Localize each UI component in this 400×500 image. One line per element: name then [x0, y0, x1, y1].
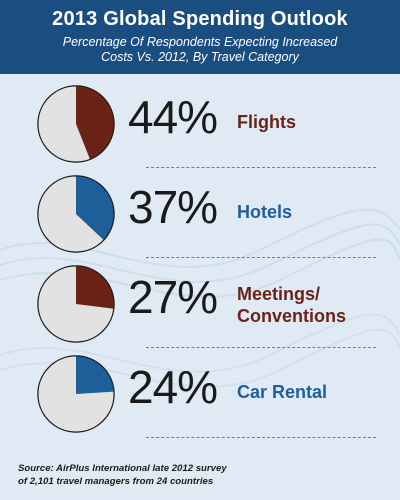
- source-line-1: Source: AirPlus International late 2012 …: [18, 463, 227, 474]
- chart-title: 2013 Global Spending Outlook: [52, 8, 348, 30]
- row-divider: [146, 437, 376, 438]
- row-divider: [146, 167, 376, 168]
- category-line: Conventions: [237, 306, 347, 326]
- percent-label-car-rental: 24%: [128, 361, 218, 413]
- row-divider: [146, 347, 376, 348]
- category-row-car-rental: 24% Car Rental: [0, 350, 400, 440]
- pie-flights: [37, 85, 115, 163]
- category-row-hotels: 37% Hotels: [0, 170, 400, 260]
- category-label-hotels: Hotels: [237, 201, 397, 223]
- pie-outline: [37, 265, 115, 343]
- category-label-meetings: Meetings/ Conventions: [237, 283, 397, 327]
- chart-subtitle: Percentage Of Respondents Expecting Incr…: [20, 35, 380, 65]
- pie-outline: [37, 85, 115, 163]
- pie-slice: [76, 175, 115, 241]
- pie-outline: [37, 355, 115, 433]
- subtitle-line-2: Costs Vs. 2012, By Travel Category: [101, 50, 299, 64]
- category-line: Meetings/: [237, 284, 321, 304]
- source-note: Source: AirPlus International late 2012 …: [18, 462, 388, 488]
- percent-label-meetings: 27%: [128, 271, 218, 323]
- pie-hotels: [37, 175, 115, 253]
- category-label-flights: Flights: [237, 111, 397, 133]
- category-line: Car Rental: [237, 382, 328, 402]
- subtitle-line-1: Percentage Of Respondents Expecting Incr…: [62, 35, 338, 49]
- percent-label-flights: 44%: [128, 91, 218, 143]
- source-line-2: of 2,101 travel managers from 24 countri…: [18, 476, 214, 487]
- pie-outline: [37, 175, 115, 253]
- category-row-meetings: 27% Meetings/ Conventions: [0, 260, 400, 350]
- pie-slice: [76, 85, 115, 160]
- category-label-car-rental: Car Rental: [237, 381, 397, 403]
- header-banner: 2013 Global Spending Outlook Percentage …: [0, 0, 400, 74]
- pie-car-rental: [37, 355, 115, 433]
- percent-label-hotels: 37%: [128, 181, 218, 233]
- category-row-flights: 44% Flights: [0, 80, 400, 170]
- pie-slice: [76, 355, 115, 394]
- category-line: Flights: [237, 112, 296, 132]
- pie-slice: [76, 265, 115, 309]
- row-divider: [146, 257, 376, 258]
- category-line: Hotels: [237, 202, 293, 222]
- pie-meetings: [37, 265, 115, 343]
